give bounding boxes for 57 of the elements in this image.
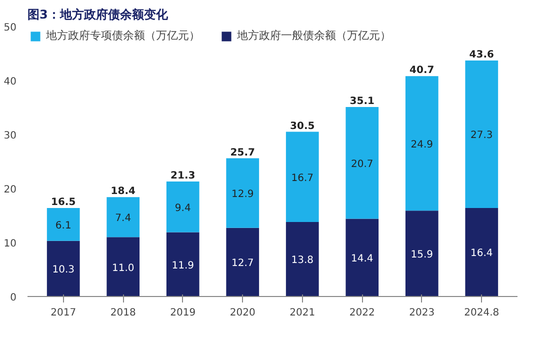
- x-tick-label: 2021: [290, 308, 316, 318]
- bar: [226, 158, 260, 228]
- data-label: 20.7: [351, 158, 374, 170]
- bar: [166, 232, 200, 296]
- bar: [405, 210, 438, 296]
- x-tick-label: 2023: [409, 308, 435, 318]
- x-tick-label: 2022: [349, 308, 375, 318]
- y-tick-label: 10: [4, 238, 17, 250]
- data-label: 12.9: [231, 189, 254, 200]
- data-label: 11.0: [112, 262, 134, 274]
- x-tick-label: 2019: [170, 308, 196, 318]
- y-tick-label: 30: [4, 130, 17, 142]
- data-label: 11.9: [172, 260, 194, 272]
- total-label: 21.3: [170, 170, 196, 182]
- data-label: 10.3: [52, 264, 74, 276]
- data-label: 15.9: [410, 250, 434, 261]
- bar: [286, 132, 319, 222]
- data-label: 16.4: [470, 248, 493, 260]
- data-label: 13.8: [291, 255, 314, 266]
- bar: [226, 228, 260, 296]
- y-tick-label: 0: [10, 292, 17, 304]
- total-label: 25.7: [230, 147, 255, 158]
- bar: [106, 197, 140, 238]
- data-label: 12.7: [231, 258, 254, 270]
- bar: [46, 240, 80, 296]
- legend-label: 地方政府一般债余额（万亿元）: [237, 28, 391, 43]
- data-label: 16.7: [291, 172, 314, 184]
- x-tick-label: 2017: [50, 308, 76, 318]
- bar: [465, 208, 498, 296]
- total-label: 35.1: [350, 96, 375, 107]
- bar: [106, 237, 140, 296]
- bar: [46, 208, 80, 241]
- data-label: 24.9: [410, 139, 434, 150]
- bar: [405, 76, 438, 211]
- total-label: 43.6: [469, 50, 494, 61]
- total-label: 30.5: [290, 120, 315, 132]
- total-label: 18.4: [110, 186, 136, 198]
- bar: [346, 106, 379, 219]
- chart-title: 图3：地方政府债余额变化: [28, 8, 169, 22]
- total-label: 16.5: [51, 196, 76, 208]
- data-label: 7.4: [115, 213, 132, 224]
- total-label: 40.7: [410, 65, 434, 76]
- bar: [286, 222, 319, 296]
- x-tick-label: 2018: [110, 308, 136, 318]
- y-tick-label: 50: [4, 22, 17, 34]
- data-label: 6.1: [55, 220, 72, 232]
- y-tick-label: 20: [4, 184, 17, 196]
- x-tick-label: 2024.8: [464, 308, 500, 318]
- y-tick-label: 40: [4, 76, 17, 88]
- bar: [346, 218, 379, 296]
- data-label: 9.4: [174, 202, 191, 214]
- bar: [465, 60, 498, 208]
- data-label: 27.3: [470, 130, 493, 142]
- x-tick-label: 2020: [230, 308, 256, 318]
- bar: [166, 181, 200, 232]
- legend-label: 地方政府专项债余额（万亿元）: [46, 28, 200, 43]
- data-label: 14.4: [351, 254, 374, 265]
